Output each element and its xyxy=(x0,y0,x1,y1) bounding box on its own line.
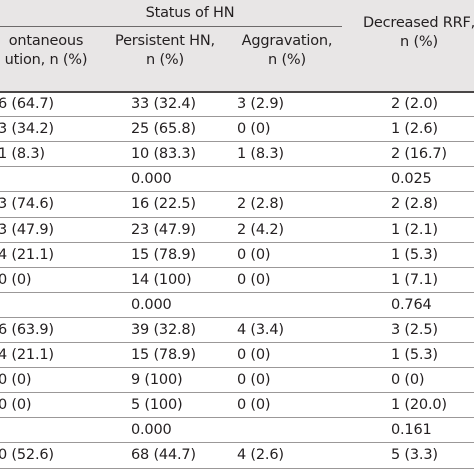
table-cell-c4: 0.161 xyxy=(391,422,432,439)
table-cell-c4: 0.025 xyxy=(391,171,432,188)
table-cell-c4: 0.764 xyxy=(391,296,432,313)
header-spontaneous-resolution: ontaneous ution, n (%) xyxy=(0,32,102,70)
table-cell-c1: 1 (8.3) xyxy=(0,146,45,163)
header-decreased-rrf: Decreased RRF, n (%) xyxy=(349,14,474,52)
table-cell-c3: 1 (8.3) xyxy=(237,146,284,163)
table-cell-c4: 1 (7.1) xyxy=(391,271,438,288)
table-cell-c1: 4 (21.1) xyxy=(0,246,54,263)
row-divider xyxy=(0,242,474,243)
header-persistent-hn: Persistent HN, n (%) xyxy=(98,32,232,70)
table-cell-c4: 1 (2.1) xyxy=(391,221,438,238)
header-col2-line2: n (%) xyxy=(146,52,184,68)
table-cell-c2: 5 (100) xyxy=(131,397,183,414)
table-cell-c2: 14 (100) xyxy=(131,271,192,288)
header-col1-line1: ontaneous xyxy=(8,33,84,49)
table-cell-c4: 3 (2.5) xyxy=(391,321,438,338)
header-aggravation: Aggravation, n (%) xyxy=(229,32,345,70)
row-divider xyxy=(0,367,474,368)
table-cell-c2: 68 (44.7) xyxy=(131,447,196,464)
table-cell-c4: 1 (20.0) xyxy=(391,397,447,414)
table-cell-c4: 0 (0) xyxy=(391,372,425,389)
table-cell-c1: 4 (21.1) xyxy=(0,347,54,363)
table-cell-c1: 0 (0) xyxy=(0,397,32,414)
header-col3-line1: Aggravation, xyxy=(241,33,333,49)
table-cell-c4: 1 (2.6) xyxy=(391,121,438,138)
row-divider xyxy=(0,342,474,343)
header-col2-line1: Persistent HN, xyxy=(115,33,215,49)
header-bottom-rule xyxy=(0,91,474,93)
table-cell-c2: 15 (78.9) xyxy=(131,347,196,363)
table-cell-c2: 0.000 xyxy=(131,171,172,188)
table-cell-c1: 3 (47.9) xyxy=(0,221,54,238)
table-cell-c3: 0 (0) xyxy=(237,347,271,363)
table-cell-c3: 0 (0) xyxy=(237,397,271,414)
table-cell-c3: 4 (2.6) xyxy=(237,447,284,464)
row-divider xyxy=(0,292,474,293)
row-divider xyxy=(0,392,474,393)
table-cell-c4: 5 (3.3) xyxy=(391,447,438,464)
row-divider xyxy=(0,191,474,192)
row-divider xyxy=(0,116,474,117)
table-cell-c3: 0 (0) xyxy=(237,372,271,389)
table-cell-c4: 2 (16.7) xyxy=(391,146,447,163)
table-cell-c1: 0 (0) xyxy=(0,271,32,288)
table-cell-c4: 2 (2.0) xyxy=(391,96,438,112)
table-cell-c3: 0 (0) xyxy=(237,271,271,288)
row-divider xyxy=(0,417,474,418)
header-decreased-rrf-line1: Decreased RRF, xyxy=(362,15,474,31)
table-cell-c3: 0 (0) xyxy=(237,246,271,263)
table-cell-c3: 0 (0) xyxy=(237,121,271,138)
header-group-rule xyxy=(0,26,342,27)
row-divider xyxy=(0,468,474,469)
row-divider xyxy=(0,141,474,142)
table-cell-c3: 2 (2.8) xyxy=(237,196,284,213)
table-cell-c2: 9 (100) xyxy=(131,372,183,389)
table-cell-c4: 1 (5.3) xyxy=(391,347,438,363)
table-cell-c2: 10 (83.3) xyxy=(131,146,196,163)
table-cell-c2: 0.000 xyxy=(131,296,172,313)
table-cell-c3: 2 (4.2) xyxy=(237,221,284,238)
row-divider xyxy=(0,317,474,318)
table-cell-c1: 0 (0) xyxy=(0,372,32,389)
table-header xyxy=(0,0,474,91)
header-col3-line2: n (%) xyxy=(268,52,306,68)
table-cell-c1: 6 (64.7) xyxy=(0,96,54,112)
table-cell-c3: 3 (2.9) xyxy=(237,96,284,112)
table-cell-c2: 39 (32.8) xyxy=(131,321,196,338)
row-divider xyxy=(0,166,474,167)
table-cell-c4: 2 (2.8) xyxy=(391,196,438,213)
table-cell-c2: 0.000 xyxy=(131,422,172,439)
header-col1-line2: ution, n (%) xyxy=(4,52,88,68)
table-cell-c2: 16 (22.5) xyxy=(131,196,196,213)
table-cell-c1: 3 (74.6) xyxy=(0,196,54,213)
header-status-of-hn: Status of HN xyxy=(145,5,235,21)
header-decreased-rrf-line2: n (%) xyxy=(400,34,438,50)
table-cell-c2: 33 (32.4) xyxy=(131,96,196,112)
table-cell-c2: 23 (47.9) xyxy=(131,221,196,238)
table-cell-c2: 25 (65.8) xyxy=(131,121,196,138)
row-divider xyxy=(0,267,474,268)
table-cell-c4: 1 (5.3) xyxy=(391,246,438,263)
row-divider xyxy=(0,442,474,443)
row-divider xyxy=(0,217,474,218)
table-cell-c2: 15 (78.9) xyxy=(131,246,196,263)
table-cell-c3: 4 (3.4) xyxy=(237,321,284,338)
table-cell-c1: 6 (63.9) xyxy=(0,321,54,338)
table-cell-c1: 0 (52.6) xyxy=(0,447,54,464)
table-cell-c1: 3 (34.2) xyxy=(0,121,54,138)
